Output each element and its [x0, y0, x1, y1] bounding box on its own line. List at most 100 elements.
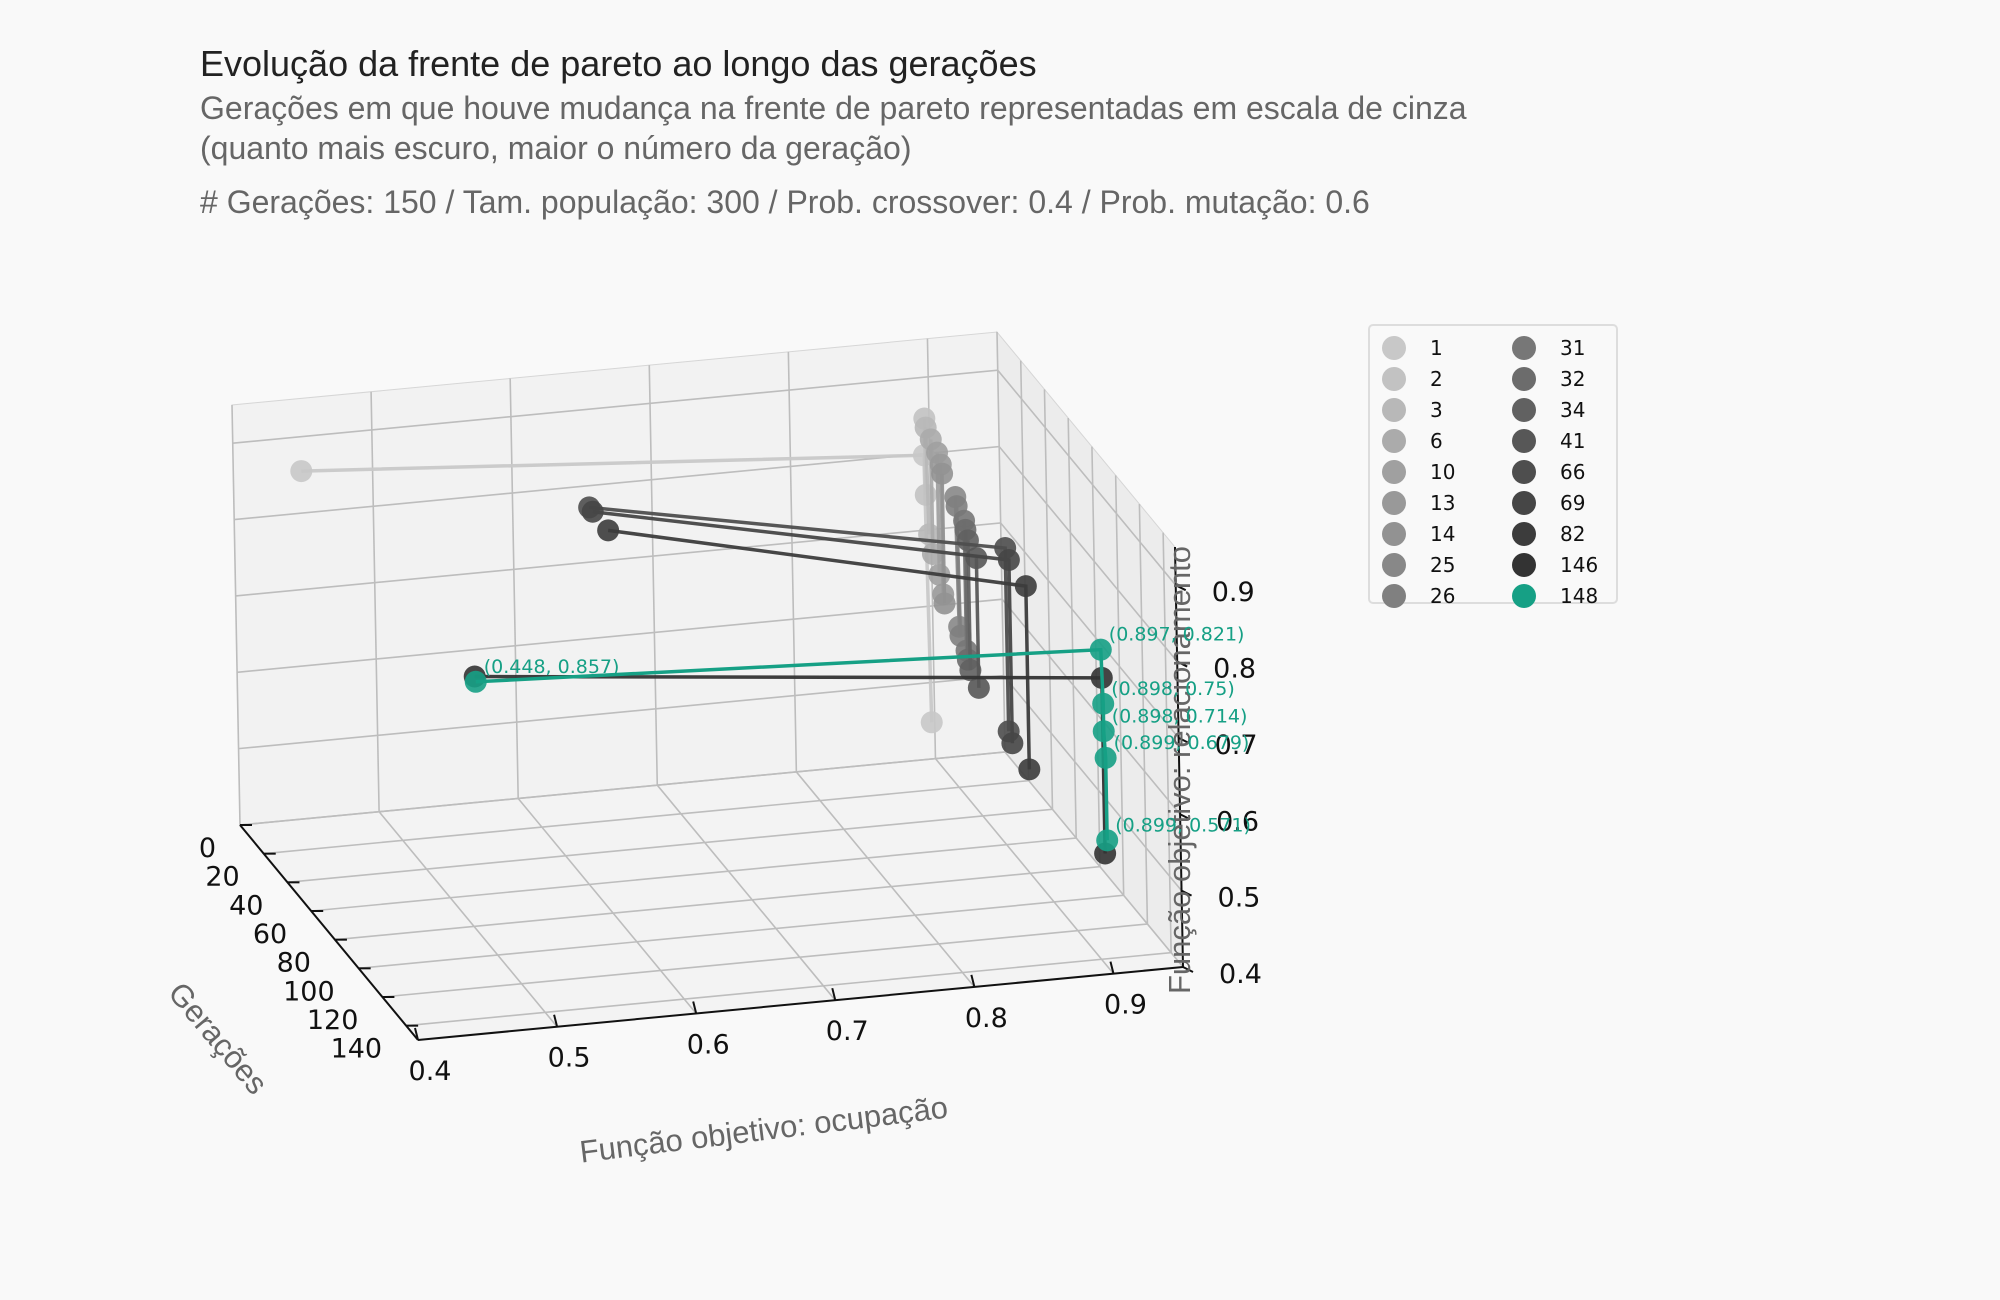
- x-tick-mark: [970, 974, 976, 988]
- x-tick-mark: [553, 1014, 559, 1027]
- z-tick-label: 0.6: [1216, 806, 1259, 837]
- legend-item: 2: [1382, 364, 1443, 394]
- legend-item: 146: [1512, 550, 1598, 580]
- series-gen-14: [931, 462, 956, 615]
- y-tick-label: 80: [277, 948, 311, 979]
- legend-marker: [1512, 522, 1536, 546]
- legend-item: 34: [1512, 395, 1585, 425]
- data-point: [464, 670, 487, 693]
- y-tick-label: 60: [253, 919, 287, 950]
- data-point: [1092, 720, 1115, 743]
- z-tick-mark: [1175, 584, 1187, 592]
- x-tick-label: 0.9: [1104, 990, 1147, 1021]
- legend-marker: [1382, 460, 1406, 484]
- gridline-z: [238, 674, 1183, 892]
- series-gen-148: [464, 638, 1119, 852]
- legend-item: 14: [1382, 519, 1455, 549]
- series-gen-69: [581, 500, 1024, 755]
- z-tick-mark: [1179, 813, 1191, 821]
- legend-marker: [1382, 336, 1406, 360]
- legend-label: 31: [1560, 336, 1586, 360]
- legend-item: 82: [1512, 519, 1585, 549]
- y-tick-label: 120: [307, 1005, 359, 1036]
- legend-label: 34: [1560, 398, 1586, 422]
- y-tick-label: 140: [331, 1034, 383, 1065]
- legend-label: 2: [1430, 367, 1443, 391]
- data-point: [581, 500, 604, 523]
- data-point: [1096, 829, 1119, 852]
- chart-parameters: # Gerações: 150 / Tam. população: 300 / …: [200, 184, 1370, 220]
- y-axis-title: Gerações: [161, 976, 274, 1101]
- data-series: [290, 407, 1119, 865]
- legend-item: 31: [1512, 333, 1585, 363]
- legend-marker: [1382, 429, 1406, 453]
- data-point: [920, 711, 943, 734]
- z-axis-title: Função objetivo: relacionamento: [1162, 546, 1197, 994]
- legend-item: 1: [1382, 333, 1443, 363]
- legend-label: 13: [1430, 491, 1456, 515]
- legend-label: 41: [1560, 429, 1586, 453]
- gridline-z: [235, 522, 1180, 739]
- data-point: [1001, 732, 1024, 755]
- data-point: [597, 519, 620, 542]
- y-tick-label: 100: [283, 976, 335, 1007]
- point-annotation: (0.448, 0.857): [484, 656, 620, 678]
- z-tick-label: 0.7: [1215, 730, 1258, 761]
- axes-grid: [231, 331, 1184, 1041]
- legend-marker: [1512, 460, 1536, 484]
- chart-title: Evolução da frente de pareto ao longo da…: [200, 43, 1037, 84]
- series-line: [940, 473, 947, 604]
- z-axis-line: [1174, 546, 1184, 968]
- z-tick-label: 0.9: [1212, 577, 1255, 608]
- legend-label: 14: [1430, 522, 1456, 546]
- x-tick-mark: [831, 987, 837, 1001]
- x-tick-label: 0.7: [826, 1016, 869, 1047]
- series-gen-82: [597, 519, 1041, 781]
- legend-marker: [1512, 367, 1536, 391]
- y-tick-label: 20: [205, 862, 239, 893]
- legend-item: 3: [1382, 395, 1443, 425]
- y-tick-label: 0: [199, 833, 216, 864]
- x-tick-mark: [414, 1027, 419, 1041]
- data-point: [997, 548, 1020, 571]
- legend-label: 82: [1560, 522, 1586, 546]
- legend-item: 26: [1382, 581, 1455, 611]
- x-axis-title: Função objetivo: ocupação: [578, 1090, 950, 1170]
- point-annotation: (0.897, 0.821): [1109, 624, 1245, 646]
- gridline-z: [232, 369, 1177, 586]
- chart-subtitle-line2: (quanto mais escuro, maior o número da g…: [200, 130, 912, 166]
- legend-item: 6: [1382, 426, 1443, 456]
- data-point: [1089, 638, 1112, 661]
- x-axis-line: [417, 966, 1184, 1041]
- legend-label: 66: [1560, 460, 1586, 484]
- gridline-z: [239, 751, 1184, 968]
- point-annotation: (0.899, 0.571): [1115, 814, 1251, 836]
- legend-item: 69: [1512, 488, 1585, 518]
- legend-item: 32: [1512, 364, 1585, 394]
- x-tick-label: 0.4: [409, 1056, 452, 1087]
- data-point: [967, 676, 990, 699]
- z-tick-mark: [1181, 889, 1192, 897]
- y-tick-label: 40: [229, 890, 263, 921]
- legend-label: 69: [1560, 491, 1586, 515]
- z-tick-mark: [1182, 966, 1194, 973]
- data-point: [1094, 746, 1117, 769]
- data-point: [959, 659, 982, 682]
- legend-label: 26: [1430, 584, 1456, 608]
- legend-label: 6: [1430, 429, 1443, 453]
- legend-label: 25: [1430, 553, 1456, 577]
- axes-lines: [239, 546, 1194, 1041]
- data-point: [1014, 575, 1037, 598]
- legend-marker: [1512, 584, 1536, 608]
- point-annotation: (0.898, 0.714): [1112, 705, 1248, 727]
- z-tick-mark: [1178, 737, 1190, 744]
- y-axis-line: [239, 824, 419, 1041]
- data-point: [931, 462, 954, 485]
- legend-marker: [1512, 398, 1536, 422]
- legend-marker: [1382, 584, 1406, 608]
- legend-item: 148: [1512, 581, 1598, 611]
- point-annotation: (0.899, 0.679): [1114, 732, 1250, 754]
- z-tick-label: 0.4: [1219, 959, 1262, 990]
- series-line: [963, 529, 970, 660]
